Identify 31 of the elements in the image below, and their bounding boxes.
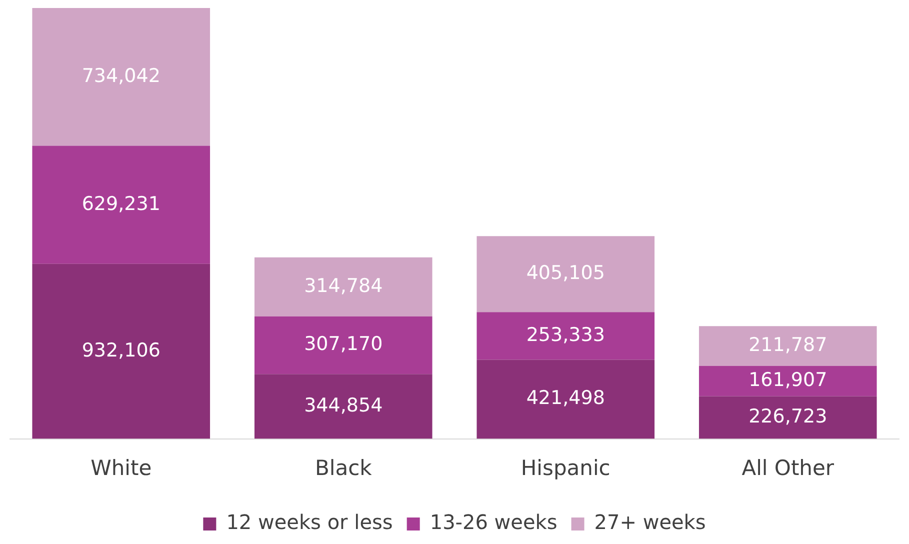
legend-label: 13-26 weeks <box>430 510 558 534</box>
legend-label: 27+ weeks <box>594 510 706 534</box>
data-label: 405,105 <box>526 262 605 284</box>
bar <box>32 146 210 264</box>
bar <box>254 316 432 374</box>
bar <box>32 264 210 439</box>
bar <box>476 236 655 312</box>
x-tick-label: White <box>90 456 152 480</box>
x-tick-label: Black <box>314 456 373 480</box>
bar <box>254 374 432 439</box>
bar <box>476 312 655 360</box>
x-tick-label: All Other <box>742 456 834 480</box>
bar <box>32 8 210 146</box>
data-label: 307,170 <box>304 333 383 356</box>
data-label: 734,042 <box>82 64 160 87</box>
bar <box>476 360 655 439</box>
data-label: 421,498 <box>526 387 605 410</box>
data-label: 161,907 <box>748 368 828 391</box>
bar <box>698 326 877 366</box>
data-label: 629,231 <box>82 192 160 215</box>
data-label: 314,784 <box>304 274 383 297</box>
data-label: 932,106 <box>82 339 160 362</box>
legend-label: 12 weeks or less <box>226 510 393 534</box>
data-label: 211,787 <box>748 334 828 356</box>
bar <box>698 396 877 439</box>
data-label: 226,723 <box>748 405 828 428</box>
data-label: 253,333 <box>526 324 605 346</box>
data-label: 344,854 <box>304 394 383 416</box>
bar <box>254 257 432 316</box>
bar <box>698 366 877 396</box>
x-tick-label: Hispanic <box>520 456 610 480</box>
